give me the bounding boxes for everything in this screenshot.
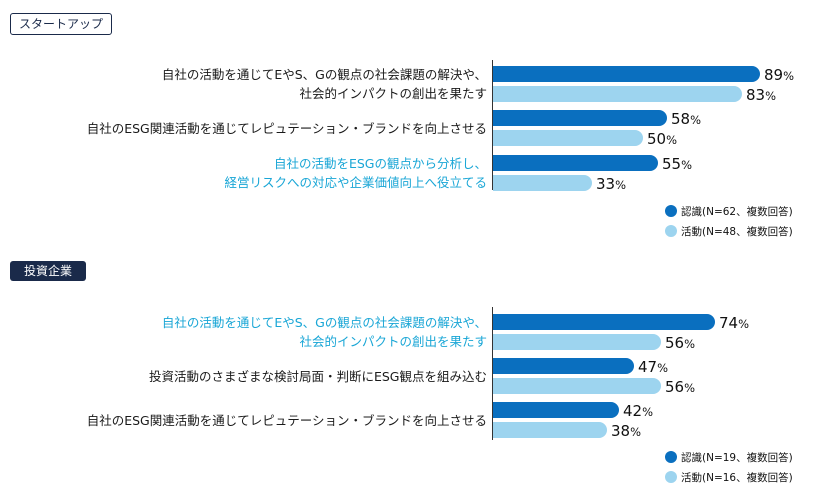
category-label: 自社の活動を通じてEやS、Gの観点の社会課題の解決や、社会的インパクトの創出を果… <box>162 313 487 351</box>
value-label: 47% <box>638 358 669 376</box>
value-label: 33% <box>596 175 627 193</box>
legend-label: 認識(N=62、複数回答) <box>681 206 793 218</box>
category-label-line: 社会的インパクトの創出を果たす <box>299 86 487 101</box>
value-unit: % <box>642 405 654 419</box>
legend-item: 活動(N=16、複数回答) <box>665 471 793 485</box>
category-label-line: 投資活動のさまざまな検討局面・判断にESG観点を組み込む <box>148 368 487 384</box>
value-unit: % <box>783 69 795 83</box>
value-unit: % <box>666 133 678 147</box>
bar <box>493 110 667 126</box>
category-label-line: 社会的インパクトの創出を果たす <box>299 334 487 349</box>
value-label: 38% <box>611 422 642 440</box>
value-label: 42% <box>623 402 654 420</box>
bar <box>493 378 661 394</box>
value-unit: % <box>765 89 777 103</box>
legend-dot <box>665 205 677 217</box>
bar <box>493 66 760 82</box>
value-unit: % <box>690 113 702 127</box>
legend-label: 活動(N=48、複数回答) <box>681 226 793 238</box>
category-label: 自社のESG関連活動を通じてレピュテーション・ブランドを向上させる <box>87 411 487 430</box>
legend-dot <box>665 451 677 463</box>
value-label: 56% <box>665 378 696 396</box>
value-label: 58% <box>671 110 702 128</box>
bar <box>493 422 607 438</box>
legend-label: 活動(N=16、複数回答) <box>681 472 793 484</box>
category-label-line: 自社の活動を通じてEやS、Gの観点の社会課題の解決や、 <box>161 67 487 82</box>
bar <box>493 358 634 374</box>
value-unit: % <box>684 337 696 351</box>
category-label: 自社のESG関連活動を通じてレピュテーション・ブランドを向上させる <box>87 119 487 138</box>
category-label-line: 自社の活動を通じてEやS、Gの観点の社会課題の解決や、 <box>161 315 487 330</box>
value-label: 83% <box>746 86 777 104</box>
bar <box>493 175 592 191</box>
value-label: 56% <box>665 334 696 352</box>
value-unit: % <box>681 158 693 172</box>
category-label-line: 経営リスクへの対応や企業価値向上へ役立てる <box>224 175 487 190</box>
legend-label: 認識(N=19、複数回答) <box>681 452 793 464</box>
value-label: 55% <box>662 155 693 173</box>
value-unit: % <box>684 381 696 395</box>
value-unit: % <box>738 317 750 331</box>
legend-dot <box>665 471 677 483</box>
bar <box>493 86 742 102</box>
bar <box>493 334 661 350</box>
group-tag: スタートアップ <box>10 13 113 35</box>
legend-dot <box>665 225 677 237</box>
bar <box>493 130 643 146</box>
category-label: 自社の活動を通じてEやS、Gの観点の社会課題の解決や、社会的インパクトの創出を果… <box>162 65 487 103</box>
value-unit: % <box>630 425 642 439</box>
value-unit: % <box>657 361 669 375</box>
category-label: 自社の活動をESGの観点から分析し、経営リスクへの対応や企業価値向上へ役立てる <box>224 154 487 192</box>
bar <box>493 402 619 418</box>
category-label-line: 自社のESG関連活動を通じてレピュテーション・ブランドを向上させる <box>86 120 487 136</box>
legend-item: 認識(N=19、複数回答) <box>665 451 793 465</box>
category-label-line: 自社の活動をESGの観点から分析し、 <box>273 156 487 171</box>
category-label-line: 自社のESG関連活動を通じてレピュテーション・ブランドを向上させる <box>86 412 487 428</box>
value-label: 74% <box>719 314 750 332</box>
group-tag: 投資企業 <box>10 261 87 281</box>
bar <box>493 155 658 171</box>
bar <box>493 314 715 330</box>
value-label: 89% <box>764 66 795 84</box>
axis-line <box>492 307 493 440</box>
legend-item: 活動(N=48、複数回答) <box>665 225 793 239</box>
axis-line <box>492 60 493 190</box>
value-label: 50% <box>647 130 678 148</box>
legend-item: 認識(N=62、複数回答) <box>665 205 793 219</box>
category-label: 投資活動のさまざまな検討局面・判断にESG観点を組み込む <box>149 367 487 386</box>
value-unit: % <box>615 178 627 192</box>
